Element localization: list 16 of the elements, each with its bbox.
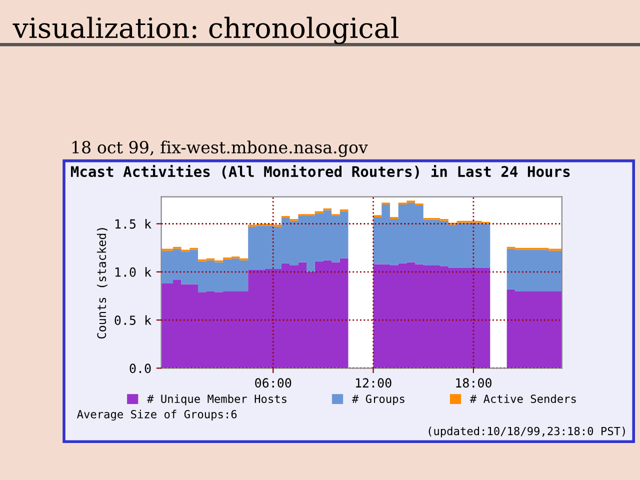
- x-tick-label: 12:00: [356, 378, 392, 388]
- y-tick-label: 0.0: [130, 364, 151, 374]
- x-tick-label: 06:00: [255, 378, 292, 388]
- chart-title: visualization: chronological: [12, 16, 398, 44]
- text: (updated:10/18/99,23:18:0 PST): [428, 426, 625, 438]
- y-tick-label: 1.0 k: [115, 267, 152, 277]
- legend-label: # Groups: [352, 394, 404, 406]
- text: 18 oct 99, fix-west.mbone.nasa.gov: [72, 140, 368, 157]
- y-tick-label: 1.5 k: [115, 219, 152, 229]
- legend-label: # Active Senders: [470, 394, 576, 404]
- text: Average Size of Groups:6: [77, 410, 237, 421]
- x-tick-label: 18:00: [456, 378, 492, 388]
- y-axis-title: Counts (stacked): [96, 228, 108, 339]
- legend-label: # Unique Member Hosts: [147, 394, 286, 406]
- y-tick-label: 0.5 k: [114, 315, 152, 325]
- chart-subtitle: Mcast Activities (All Monitored Routers) in Last 24 Hours: [71, 164, 570, 179]
